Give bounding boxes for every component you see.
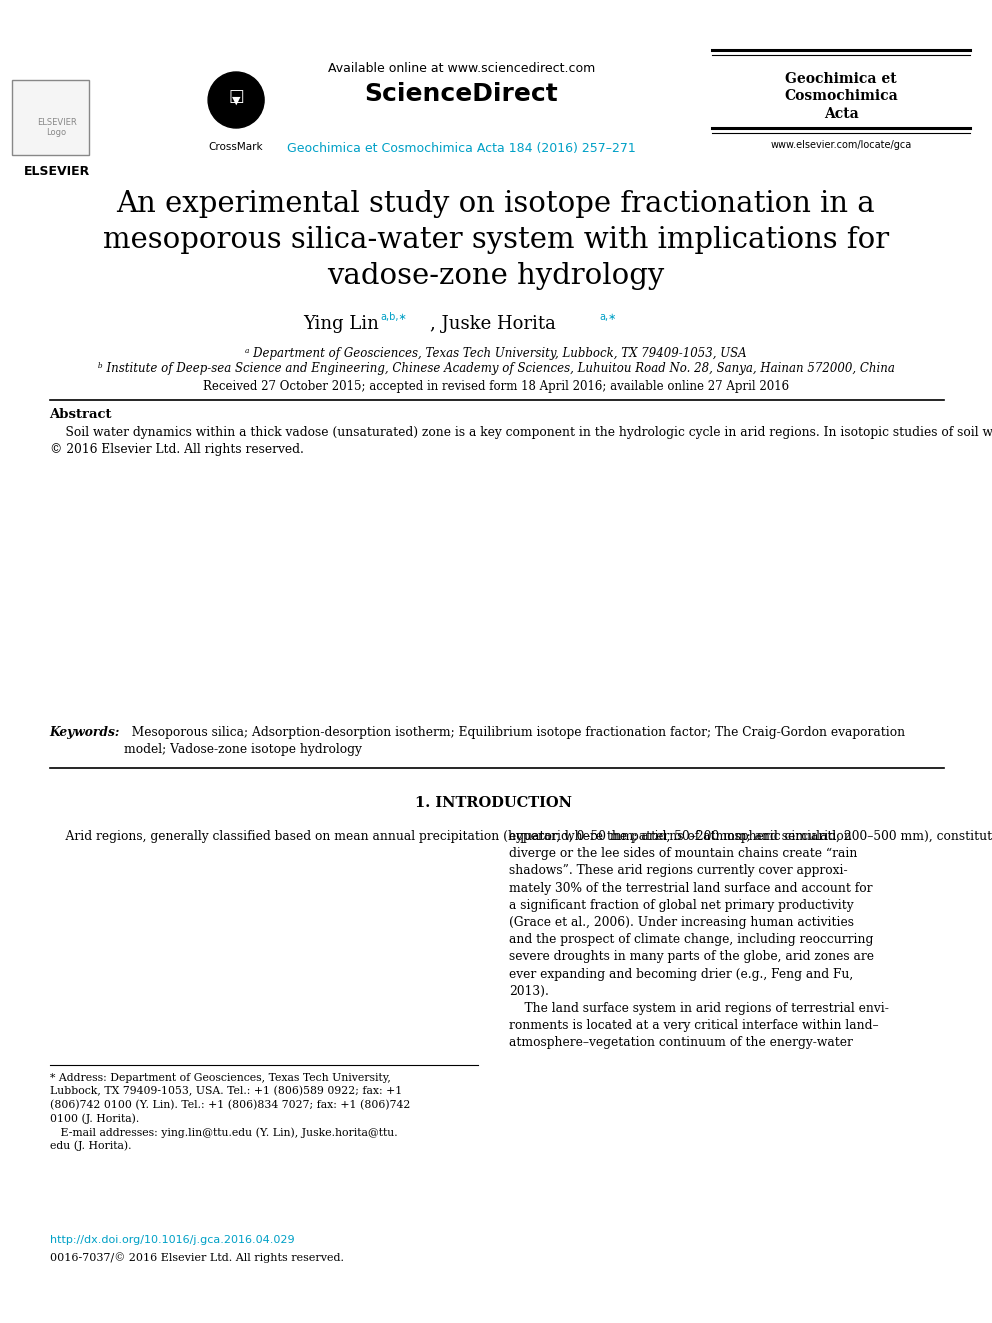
Text: Mesoporous silica; Adsorption-desorption isotherm; Equilibrium isotope fractiona: Mesoporous silica; Adsorption-desorption… [124, 726, 905, 755]
Text: ▼: ▼ [232, 97, 240, 106]
Text: Geochimica et Cosmochimica Acta 184 (2016) 257–271: Geochimica et Cosmochimica Acta 184 (201… [287, 142, 636, 155]
Text: Geochimica et: Geochimica et [786, 71, 897, 86]
Text: □: □ [228, 87, 244, 105]
Text: Abstract: Abstract [50, 407, 112, 421]
Text: Arid regions, generally classified based on mean annual precipitation (hyperarid: Arid regions, generally classified based… [50, 830, 992, 843]
Text: ᵇ Institute of Deep-sea Science and Engineering, Chinese Academy of Sciences, Lu: ᵇ Institute of Deep-sea Science and Engi… [97, 363, 895, 374]
Text: ᵃ Department of Geosciences, Texas Tech University, Lubbock, TX 79409-1053, USA: ᵃ Department of Geosciences, Texas Tech … [245, 347, 747, 360]
Text: ELSEVIER
Logo: ELSEVIER Logo [37, 118, 76, 138]
Text: Acta: Acta [823, 107, 859, 120]
Text: http://dx.doi.org/10.1016/j.gca.2016.04.029: http://dx.doi.org/10.1016/j.gca.2016.04.… [50, 1234, 295, 1245]
Text: Cosmochimica: Cosmochimica [785, 89, 898, 103]
Text: a,b,∗: a,b,∗ [380, 312, 407, 321]
Text: Ying Lin: Ying Lin [304, 315, 379, 333]
Text: Available online at www.sciencedirect.com: Available online at www.sciencedirect.co… [327, 62, 595, 75]
Text: www.elsevier.com/locate/gca: www.elsevier.com/locate/gca [771, 140, 912, 149]
Text: * Address: Department of Geosciences, Texas Tech University,
Lubbock, TX 79409-1: * Address: Department of Geosciences, Te… [50, 1073, 410, 1151]
Text: , Juske Horita: , Juske Horita [430, 315, 556, 333]
Text: vadose-zone hydrology: vadose-zone hydrology [327, 262, 665, 290]
Text: Received 27 October 2015; accepted in revised form 18 April 2016; available onli: Received 27 October 2015; accepted in re… [203, 380, 789, 393]
Circle shape [208, 71, 264, 128]
Text: CrossMark: CrossMark [208, 142, 264, 152]
Text: Keywords:: Keywords: [50, 726, 120, 740]
Bar [12, 79, 89, 155]
Text: 1. INTRODUCTION: 1. INTRODUCTION [415, 796, 571, 810]
Text: equator, where the patterns of atmospheric circulation
diverge or the lee sides : equator, where the patterns of atmospher… [509, 830, 889, 1049]
Text: mesoporous silica-water system with implications for: mesoporous silica-water system with impl… [103, 226, 889, 254]
Text: An experimental study on isotope fractionation in a: An experimental study on isotope fractio… [117, 191, 875, 218]
Text: Soil water dynamics within a thick vadose (unsaturated) zone is a key component : Soil water dynamics within a thick vados… [50, 426, 992, 456]
Text: ScienceDirect: ScienceDirect [364, 82, 558, 106]
Text: 0016-7037/© 2016 Elsevier Ltd. All rights reserved.: 0016-7037/© 2016 Elsevier Ltd. All right… [50, 1252, 343, 1262]
Text: a,∗: a,∗ [599, 312, 616, 321]
Text: ELSEVIER: ELSEVIER [24, 165, 89, 179]
